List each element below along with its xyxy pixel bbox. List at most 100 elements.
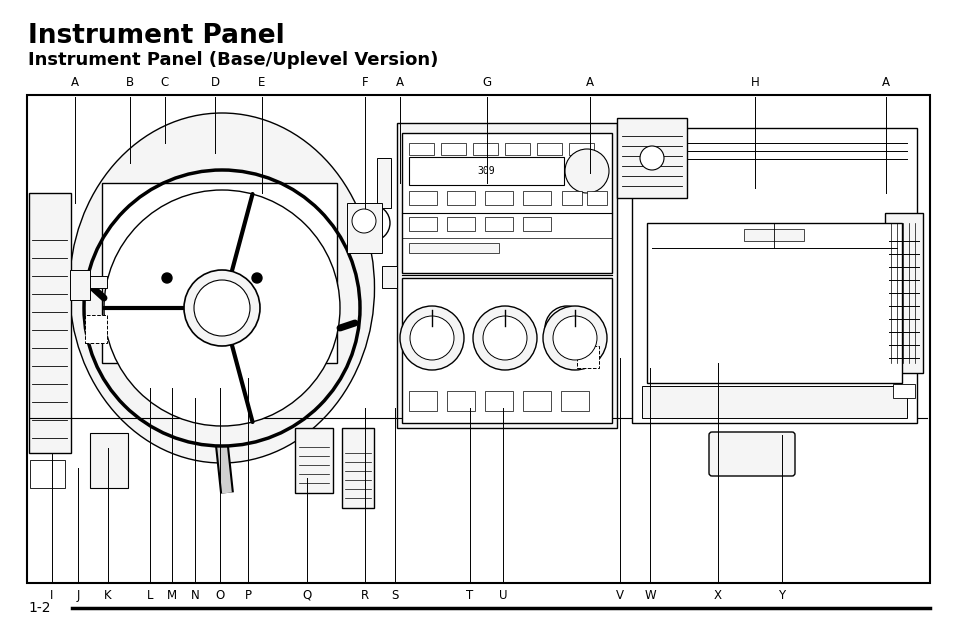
Circle shape — [482, 316, 526, 360]
Bar — [85, 315, 107, 343]
Circle shape — [564, 149, 608, 193]
Bar — [522, 191, 551, 205]
Text: A: A — [585, 76, 594, 89]
Circle shape — [542, 306, 606, 370]
Circle shape — [209, 230, 305, 326]
Bar — [401, 133, 612, 273]
Text: U: U — [498, 589, 507, 602]
Text: I: I — [51, 589, 53, 602]
Bar — [560, 391, 588, 411]
FancyBboxPatch shape — [708, 432, 794, 476]
Bar — [70, 270, 90, 300]
Text: Q: Q — [302, 589, 312, 602]
Bar — [743, 229, 803, 241]
Bar — [568, 143, 594, 155]
Bar — [617, 118, 686, 198]
Bar — [79, 276, 107, 288]
Circle shape — [192, 289, 235, 333]
Text: P: P — [244, 589, 252, 602]
Text: H: H — [750, 76, 759, 89]
Circle shape — [354, 205, 390, 241]
Bar — [409, 143, 434, 155]
Circle shape — [219, 240, 294, 316]
Bar — [409, 243, 498, 253]
Bar — [409, 191, 436, 205]
Text: R: R — [360, 589, 369, 602]
Circle shape — [125, 236, 209, 320]
Bar — [90, 433, 128, 488]
Bar — [537, 143, 561, 155]
Bar — [561, 191, 581, 205]
Circle shape — [193, 280, 250, 336]
Bar — [347, 203, 381, 253]
Text: E: E — [258, 76, 265, 89]
Bar — [473, 143, 497, 155]
Bar — [294, 428, 333, 493]
Bar — [341, 428, 374, 508]
Text: K: K — [104, 589, 112, 602]
Text: M: M — [167, 589, 177, 602]
Bar — [409, 391, 436, 411]
Bar — [522, 391, 551, 411]
Circle shape — [399, 306, 463, 370]
Bar — [447, 391, 475, 411]
Bar — [522, 217, 551, 231]
Text: G: G — [482, 76, 491, 89]
Text: 309: 309 — [477, 166, 495, 176]
Bar — [504, 143, 530, 155]
Text: O: O — [215, 589, 224, 602]
Bar — [401, 278, 612, 423]
Text: D: D — [211, 76, 219, 89]
Bar — [396, 123, 617, 428]
Bar — [29, 193, 71, 453]
Text: N: N — [191, 589, 199, 602]
Bar — [646, 223, 901, 383]
Text: A: A — [882, 76, 889, 89]
Bar — [409, 217, 436, 231]
Text: Instrument Panel (Base/Uplevel Version): Instrument Panel (Base/Uplevel Version) — [28, 51, 438, 69]
Circle shape — [553, 316, 597, 360]
Text: Y: Y — [778, 589, 784, 602]
Circle shape — [115, 226, 219, 330]
Circle shape — [410, 316, 454, 360]
Text: S: S — [391, 589, 398, 602]
Bar — [447, 191, 475, 205]
Text: Instrument Panel: Instrument Panel — [28, 23, 284, 49]
Bar — [484, 391, 513, 411]
Circle shape — [184, 270, 260, 346]
Bar — [577, 346, 598, 368]
Bar — [440, 143, 465, 155]
Text: C: C — [161, 76, 169, 89]
Bar — [484, 191, 513, 205]
Text: F: F — [361, 76, 368, 89]
Bar — [376, 158, 391, 208]
Text: L: L — [147, 589, 153, 602]
Circle shape — [544, 306, 588, 350]
Bar — [892, 384, 914, 398]
Circle shape — [252, 273, 262, 283]
Text: V: V — [616, 589, 623, 602]
Bar — [30, 460, 65, 488]
Ellipse shape — [70, 113, 375, 463]
Text: B: B — [126, 76, 134, 89]
Bar — [586, 191, 606, 205]
Circle shape — [104, 190, 339, 426]
Bar — [447, 217, 475, 231]
Circle shape — [473, 306, 537, 370]
Text: A: A — [71, 76, 79, 89]
Bar — [631, 128, 916, 423]
Text: W: W — [643, 589, 655, 602]
Text: J: J — [76, 589, 80, 602]
Text: 1-2: 1-2 — [28, 601, 51, 615]
Circle shape — [639, 146, 663, 170]
Bar — [884, 213, 923, 373]
Bar — [27, 95, 929, 583]
Bar — [641, 386, 906, 418]
Circle shape — [162, 273, 172, 283]
Text: T: T — [466, 589, 473, 602]
Bar — [102, 183, 336, 363]
Bar — [381, 266, 396, 288]
Text: A: A — [395, 76, 403, 89]
Bar — [484, 217, 513, 231]
Bar — [409, 157, 563, 185]
